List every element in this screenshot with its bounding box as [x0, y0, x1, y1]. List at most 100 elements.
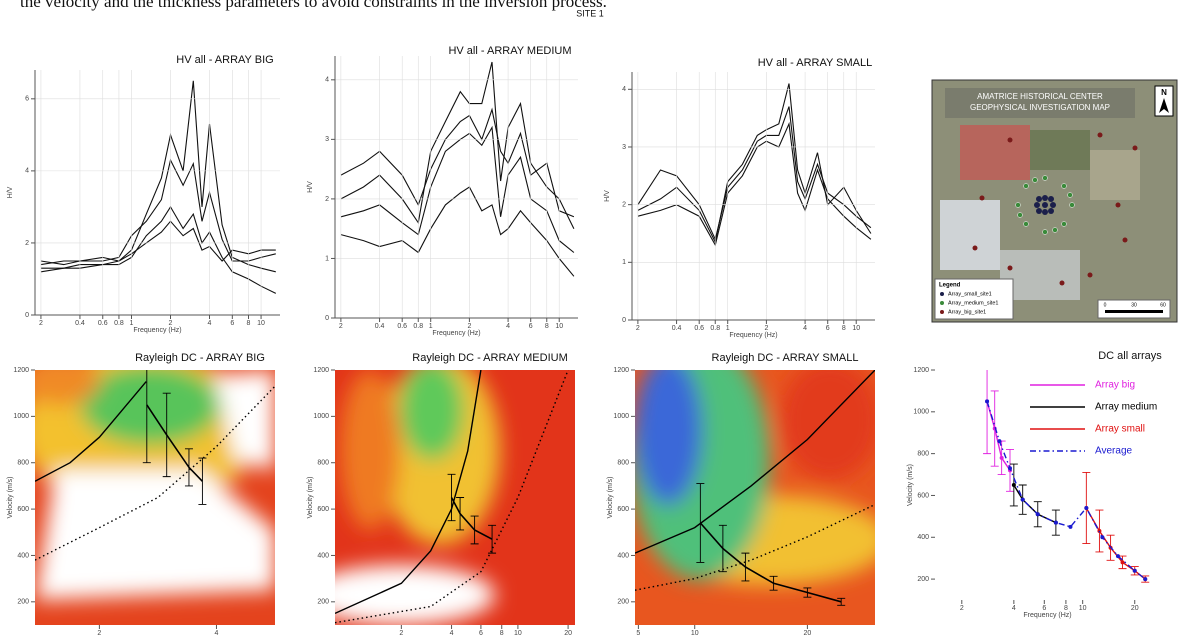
data-point — [1053, 520, 1058, 525]
x-tick-label: 0.8 — [114, 320, 124, 327]
x-tick-label: 2 — [169, 320, 173, 327]
data-line — [40, 205, 277, 294]
y-tick-label: 200 — [617, 599, 629, 606]
data-line — [986, 401, 1146, 580]
data-point — [985, 399, 990, 404]
map-legend-item: Array_big_site1 — [948, 309, 986, 315]
map-scale-label: 60 — [1160, 302, 1166, 308]
x-tick-label: 2 — [39, 320, 43, 327]
y-tick-label: 200 — [917, 576, 929, 583]
map-field — [1090, 150, 1140, 200]
y-tick-label: 1 — [622, 259, 626, 266]
y-tick-label: 800 — [17, 460, 29, 467]
x-tick-label: 10 — [514, 630, 522, 636]
map-legend-box — [934, 278, 1014, 320]
error-bar — [162, 392, 171, 478]
data-point — [999, 455, 1004, 460]
data-line — [335, 370, 482, 615]
data-line — [637, 106, 872, 241]
chart-title: HV all - ARRAY BIG — [176, 54, 273, 66]
data-point — [997, 439, 1002, 444]
data-point — [1020, 497, 1025, 502]
x-tick-label: 1 — [726, 325, 730, 332]
x-tick-label: 4 — [803, 325, 807, 332]
x-tick-label: 8 — [842, 325, 846, 332]
y-tick-label: 800 — [917, 450, 929, 457]
map-scale-label: 30 — [1131, 302, 1137, 308]
legend-label: Array small — [1095, 424, 1145, 435]
x-tick-label: 0.4 — [375, 323, 385, 330]
x-tick-label: 0.4 — [672, 325, 682, 332]
y-tick-label: 800 — [617, 460, 629, 467]
y-tick-label: 200 — [317, 599, 329, 606]
y-tick-label: 400 — [917, 534, 929, 541]
data-line — [35, 385, 275, 561]
x-tick-label: 0.4 — [75, 320, 85, 327]
error-bar — [456, 497, 465, 531]
data-line — [1085, 507, 1146, 580]
x-tick-label: 6 — [1042, 605, 1046, 612]
y-tick-label: 1200 — [613, 367, 629, 374]
spectrogram-blob — [400, 370, 464, 460]
x-tick-label: 10 — [852, 325, 860, 332]
x-tick-label: 4 — [208, 320, 212, 327]
y-tick-label: 600 — [917, 492, 929, 499]
y-tick-label: 1200 — [913, 367, 929, 374]
data-line — [40, 80, 276, 273]
data-point — [1011, 483, 1016, 487]
x-tick-label: 6 — [826, 325, 830, 332]
x-tick-label: 10 — [691, 630, 699, 636]
data-line — [699, 522, 842, 603]
north-arrow — [1159, 98, 1169, 113]
y-tick-label: 0 — [25, 312, 29, 319]
map-buildings — [940, 200, 1000, 270]
chart-title: Rayleigh DC - ARRAY BIG — [135, 352, 265, 364]
spectrogram-blob — [340, 370, 400, 530]
error-bar — [837, 597, 846, 606]
caption: the velocity and the thickness parameter… — [20, 0, 607, 11]
error-bar — [470, 515, 479, 545]
error-bar — [447, 473, 456, 522]
data-point — [1007, 466, 1012, 471]
data-line — [40, 158, 276, 266]
map-legend-item: Array_medium_site1 — [948, 300, 998, 306]
y-axis-label: Velocity (m/s) — [7, 476, 14, 518]
x-tick-label: 0.6 — [397, 323, 407, 330]
spectrogram-blob — [80, 370, 220, 445]
error-bar — [488, 524, 497, 554]
y-tick-label: 400 — [617, 552, 629, 559]
data-line — [35, 381, 147, 482]
data-line — [450, 497, 493, 540]
x-tick-label: 0.8 — [413, 323, 423, 330]
y-tick-label: 1 — [325, 255, 329, 262]
map-scale-box — [1097, 299, 1171, 319]
x-tick-label: 0.6 — [98, 320, 108, 327]
map-title: AMATRICE HISTORICAL CENTER — [977, 92, 1103, 101]
x-tick-label: 8 — [1064, 605, 1068, 612]
y-tick-label: 2 — [25, 240, 29, 247]
plot-area — [335, 370, 575, 625]
x-tick-label: 4 — [450, 630, 454, 636]
map-legend-swatch — [940, 310, 944, 314]
x-axis-label: Frequency (Hz) — [729, 332, 777, 339]
error-bar — [718, 524, 727, 573]
data-line — [635, 370, 875, 554]
x-axis-label: Frequency (Hz) — [1023, 612, 1071, 619]
plot-area — [35, 370, 275, 625]
y-tick-label: 600 — [17, 506, 29, 513]
error-bar — [184, 448, 193, 487]
x-tick-label: 5 — [636, 630, 640, 636]
spectrogram — [635, 370, 875, 585]
x-tick-label: 20 — [803, 630, 811, 636]
y-tick-label: 3 — [325, 136, 329, 143]
data-line — [340, 107, 575, 218]
data-line — [637, 121, 872, 247]
data-point — [1084, 506, 1089, 510]
spectrogram — [35, 370, 275, 600]
data-point — [1143, 577, 1148, 582]
x-tick-label: 2 — [399, 630, 403, 636]
x-tick-label: 10 — [555, 323, 563, 330]
map-scale-bar — [1105, 310, 1163, 313]
map-legend-item: Array_small_site1 — [948, 291, 992, 297]
